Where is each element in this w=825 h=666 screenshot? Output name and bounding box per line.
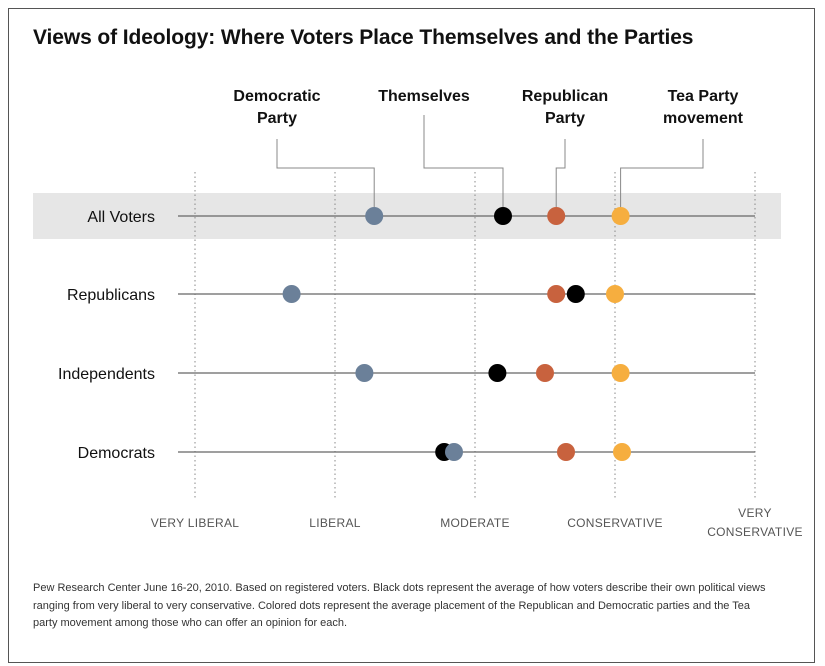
chart-title: Views of Ideology: Where Voters Place Th…	[33, 26, 694, 49]
tick-label: LIBERAL	[309, 516, 360, 530]
dot-democratic-party	[445, 443, 463, 461]
dot-republican-party	[557, 443, 575, 461]
dot-tea-party	[606, 285, 624, 303]
source-note: Pew Research Center June 16-20, 2010. Ba…	[33, 582, 766, 629]
dot-republican-party	[547, 285, 566, 303]
dot-republican-party	[547, 207, 566, 225]
dot-democratic-party	[355, 364, 374, 382]
series-label: Republican Party	[522, 88, 608, 127]
series-label: Tea Party movement	[663, 88, 744, 127]
tick-label: VERY CONSERVATIVE	[707, 506, 803, 539]
dot-tea-party	[613, 443, 631, 461]
dot-republican-party	[536, 364, 554, 382]
row-dots	[435, 443, 631, 461]
leader-line	[555, 139, 566, 207]
leader-line	[276, 139, 375, 207]
dot-democratic-party	[365, 207, 384, 225]
dot-themselves	[494, 207, 512, 225]
dot-tea-party	[611, 364, 630, 382]
row-label: Democrats	[78, 445, 155, 462]
leader-line	[423, 115, 504, 207]
tick-label: VERY LIBERAL	[151, 516, 240, 530]
series-label: Themselves	[378, 88, 470, 105]
dot-themselves	[566, 285, 585, 303]
series-label: Democratic Party	[233, 88, 320, 127]
dot-themselves	[488, 364, 507, 382]
tick-label: CONSERVATIVE	[567, 516, 663, 530]
leader-line	[620, 139, 704, 207]
row-label: Independents	[58, 366, 155, 383]
dot-tea-party	[611, 207, 630, 225]
row-label: All Voters	[87, 209, 155, 226]
row-dots	[282, 285, 624, 303]
tick-label: MODERATE	[440, 516, 510, 530]
dot-democratic-party	[282, 285, 301, 303]
row-dots	[355, 364, 630, 382]
row-label: Republicans	[67, 287, 155, 304]
chart-frame	[8, 8, 815, 663]
row-dots	[365, 207, 630, 225]
